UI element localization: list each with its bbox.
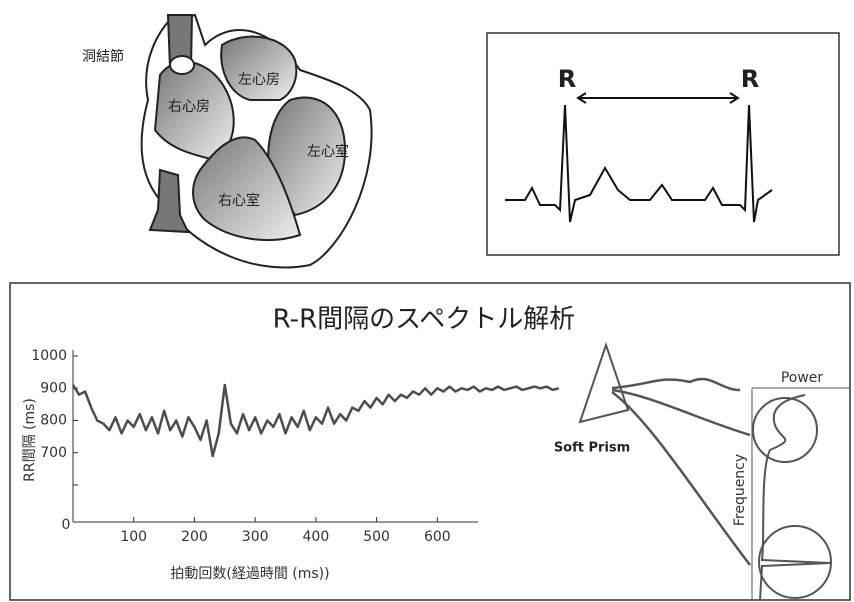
ecg-box xyxy=(487,33,839,255)
heart-label: 左心室 xyxy=(307,143,349,160)
r-label: R xyxy=(558,65,576,93)
dispersed-rays xyxy=(612,379,750,565)
frequency-label: Frequency xyxy=(732,454,748,526)
x-tick-label: 500 xyxy=(363,529,390,545)
spectrum xyxy=(760,395,830,600)
heart-label: 右心房 xyxy=(168,99,210,115)
sa-node xyxy=(170,56,194,74)
r-label: R xyxy=(741,65,759,93)
power-label: Power xyxy=(781,370,824,386)
x-tick-label: 300 xyxy=(242,529,269,545)
x-tick-label: 600 xyxy=(424,529,451,545)
figure: 洞結節 左心房 右心房 左心室 右心室 R R R-R間隔のスペクトル解析 拍動… xyxy=(0,0,854,602)
heart-label: 左心房 xyxy=(238,72,280,88)
x-tick-label: 200 xyxy=(181,529,208,545)
y-tick-label: 900 xyxy=(40,380,67,396)
rr-line xyxy=(73,385,559,456)
x-axis-label: 拍動回数(経過時間 (ms)) xyxy=(170,566,329,582)
y-axis-label: RR間隔 (ms) xyxy=(22,398,38,482)
origin-label: 0 xyxy=(62,517,71,533)
y-tick-label: 800 xyxy=(40,413,67,429)
prism xyxy=(580,345,628,422)
peak-circle xyxy=(753,398,817,462)
y-tick-label: 1000 xyxy=(31,348,67,364)
y-tick-label: 700 xyxy=(40,445,67,461)
x-tick-label: 400 xyxy=(303,529,330,545)
heart-diagram xyxy=(141,15,371,267)
prism-label: Soft Prism xyxy=(554,441,630,456)
chart-title: R-R間隔のスペクトル解析 xyxy=(273,305,576,335)
x-tick-label: 100 xyxy=(120,529,147,545)
heart-label: 洞結節 xyxy=(82,48,124,65)
heart-label: 右心室 xyxy=(218,192,260,209)
